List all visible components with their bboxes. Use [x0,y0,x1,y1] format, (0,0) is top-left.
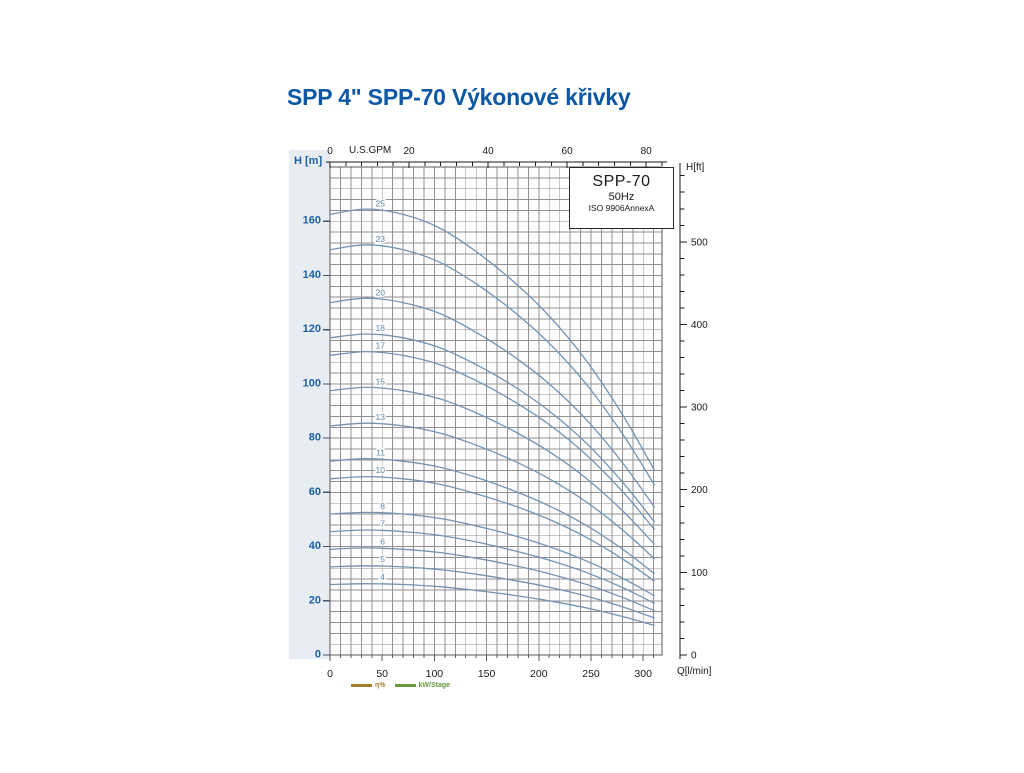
bottom-axis-tick-label: 300 [634,668,652,680]
power-label: kW/Stage [418,682,451,689]
bottom-axis-tick-label: 250 [582,668,600,680]
top-axis-tick-label: 0 [327,146,333,157]
left-axis-tick-label: 60 [309,486,321,498]
pump-curve-6 [329,547,655,612]
left-axis-tick-label: 160 [303,215,321,227]
left-axis-strip [289,150,330,659]
curve-label-4: 4 [380,572,385,582]
left-axis-tick-label: 140 [303,269,321,281]
pump-curve-15 [329,386,656,545]
right-axis-title: H[ft] [686,162,705,173]
top-axis-tick-label: 80 [641,146,653,157]
pump-curve-20 [329,297,656,508]
bottom-axis-tick-label: 50 [376,668,388,680]
pump-curve-5 [329,565,655,619]
plot-frame [329,166,663,656]
bottom-axis-tick-label: 100 [426,668,444,680]
left-axis-tick-label: 40 [309,540,321,552]
curve-label-18: 18 [376,323,386,333]
bottom-axis-title: Q[l/min] [677,666,712,677]
pump-curve-4 [329,583,655,627]
right-axis-tick-label: 400 [691,320,708,331]
pump-curve-25 [329,208,656,471]
curve-label-5: 5 [380,554,385,564]
efficiency-label: η% [375,682,386,689]
left-axis-ticks [323,220,330,656]
top-axis-tick-label: 60 [562,146,574,157]
curve-label-23: 23 [376,234,386,244]
efficiency-legend-item: η% [351,682,386,689]
curve-label-17: 17 [376,341,386,351]
top-axis [326,161,667,168]
curve-label-15: 15 [376,376,386,386]
left-axis-title: H [m] [294,155,323,167]
right-axis-tick-label: 500 [691,237,708,248]
pump-curve-17 [329,350,656,531]
pump-curve-13 [329,422,656,560]
pump-model-label: SPP-70 [592,173,651,190]
pump-info-box: SPP-70 50Hz ISO 9906AnnexA [569,167,674,229]
legend: η% kW/Stage [351,682,450,689]
top-axis-tick-label: 40 [483,146,495,157]
grid [330,167,662,655]
page-title: SPP 4" SPP-70 Výkonové křivky [287,84,631,110]
pump-curve-10 [329,475,656,582]
pump-standard-label: ISO 9906AnnexA [588,203,655,214]
curve-label-11: 11 [376,447,385,457]
right-axis [679,163,687,659]
bottom-axis-tick-label: 200 [530,668,548,680]
left-axis-tick-label: 0 [315,649,321,661]
power-legend-item: kW/Stage [394,682,451,689]
left-axis-tick-label: 120 [303,323,321,335]
power-line-swatch [394,684,416,687]
left-axis-tick-label: 20 [309,594,321,606]
pump-curve-7 [329,529,655,605]
pump-curve-18 [329,333,656,523]
right-axis-tick-label: 300 [691,403,708,414]
pump-curve-8 [329,511,656,597]
pump-curve-23 [329,244,656,486]
bottom-axis-tick-label: 150 [478,668,496,680]
curve-label-6: 6 [380,536,385,546]
bottom-axis-tick-label: 0 [327,668,333,680]
right-axis-tick-label: 0 [691,651,697,662]
left-axis-tick-label: 100 [303,377,321,389]
top-axis-title: U.S.GPM [349,145,392,156]
bottom-axis [329,655,655,661]
curve-label-20: 20 [376,288,386,298]
curve-label-25: 25 [376,199,386,209]
right-axis-tick-label: 200 [691,485,708,496]
curve-label-10: 10 [376,465,386,475]
curve-label-13: 13 [376,412,386,422]
top-axis-tick-label: 20 [403,146,415,157]
efficiency-line-swatch [351,684,372,687]
left-axis-tick-label: 80 [309,432,321,444]
pump-frequency-label: 50Hz [608,191,635,204]
right-axis-tick-label: 100 [691,568,708,579]
curve-label-7: 7 [380,519,385,529]
curve-label-8: 8 [380,501,385,511]
pump-curve-11 [329,458,656,575]
